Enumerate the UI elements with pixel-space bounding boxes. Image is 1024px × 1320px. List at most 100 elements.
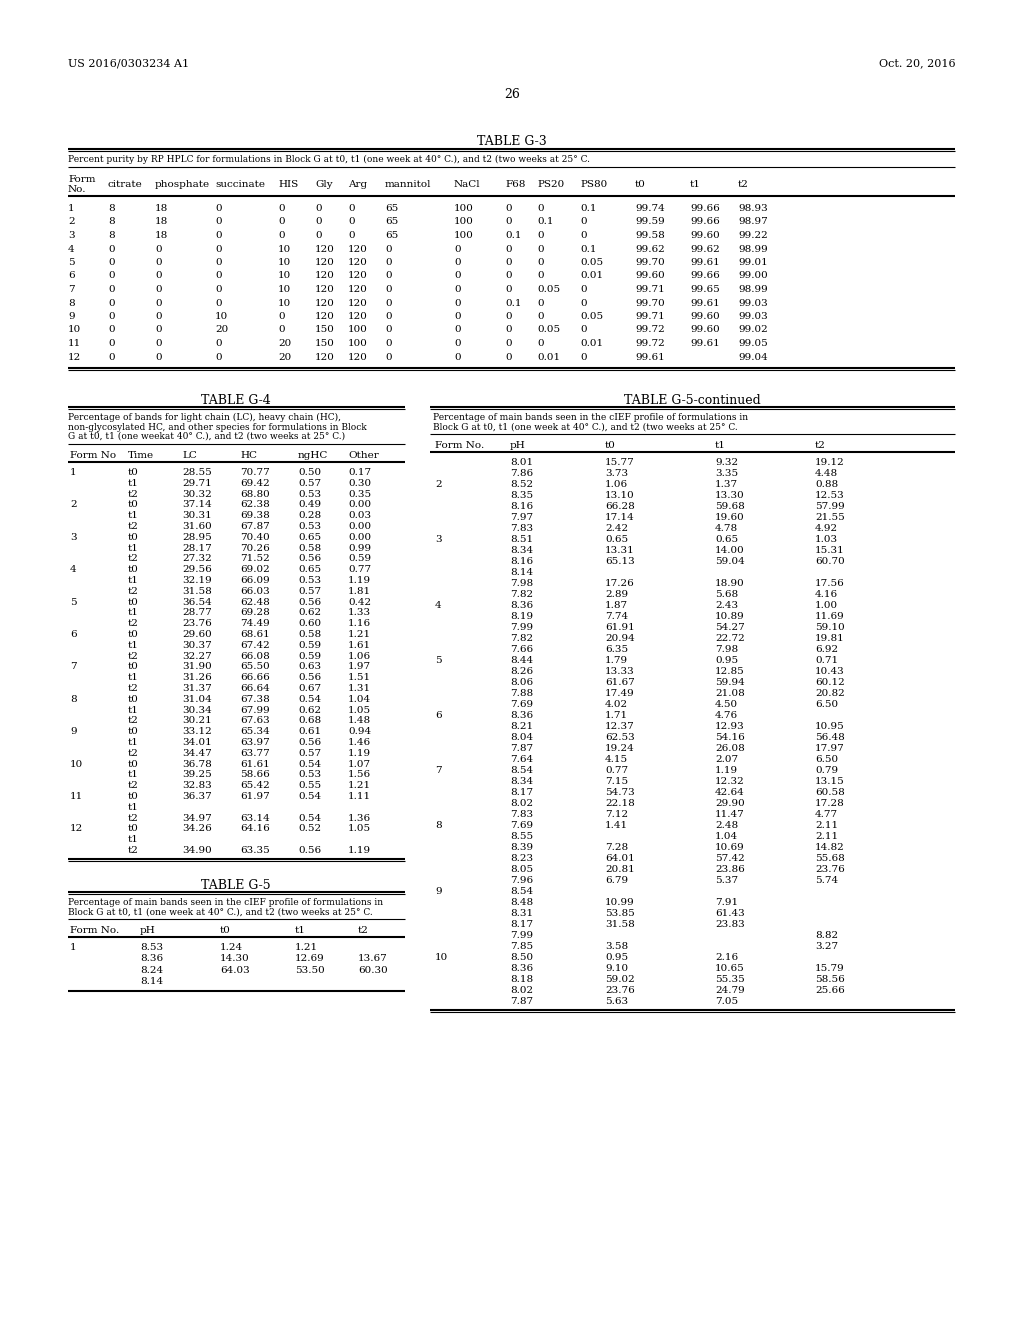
Text: 0.71: 0.71	[815, 656, 838, 665]
Text: 18: 18	[155, 218, 168, 227]
Text: 3.73: 3.73	[605, 469, 628, 478]
Text: 0.28: 0.28	[298, 511, 322, 520]
Text: 0: 0	[155, 352, 162, 362]
Text: 1.11: 1.11	[348, 792, 371, 801]
Text: 5.37: 5.37	[715, 876, 738, 884]
Text: 0: 0	[454, 326, 461, 334]
Text: 69.28: 69.28	[240, 609, 269, 618]
Text: t2: t2	[128, 781, 139, 791]
Text: 1.79: 1.79	[605, 656, 628, 665]
Text: 10: 10	[278, 272, 291, 281]
Text: 98.99: 98.99	[738, 285, 768, 294]
Text: 0.52: 0.52	[298, 825, 322, 833]
Text: 100: 100	[454, 205, 474, 213]
Text: 6.50: 6.50	[815, 755, 838, 764]
Text: t2: t2	[128, 684, 139, 693]
Text: 69.02: 69.02	[240, 565, 269, 574]
Text: 1.06: 1.06	[605, 480, 628, 488]
Text: 0: 0	[537, 298, 544, 308]
Text: 60.12: 60.12	[815, 678, 845, 686]
Text: 0.49: 0.49	[298, 500, 322, 510]
Text: 8.34: 8.34	[510, 546, 534, 554]
Text: 99.61: 99.61	[690, 339, 720, 348]
Text: 29.90: 29.90	[715, 799, 744, 808]
Text: 9: 9	[435, 887, 441, 896]
Text: 8.50: 8.50	[510, 953, 534, 962]
Text: 0: 0	[155, 312, 162, 321]
Text: 99.74: 99.74	[635, 205, 665, 213]
Text: 0.59: 0.59	[298, 652, 322, 660]
Text: 63.14: 63.14	[240, 813, 269, 822]
Text: 99.72: 99.72	[635, 339, 665, 348]
Text: t0: t0	[128, 533, 139, 541]
Text: 12.69: 12.69	[295, 954, 325, 964]
Text: 0: 0	[580, 326, 587, 334]
Text: 8.18: 8.18	[510, 975, 534, 983]
Text: 61.97: 61.97	[240, 792, 269, 801]
Text: 66.64: 66.64	[240, 684, 269, 693]
Text: t0: t0	[128, 469, 139, 477]
Text: 8.34: 8.34	[510, 777, 534, 785]
Text: 8.44: 8.44	[510, 656, 534, 665]
Text: 1.81: 1.81	[348, 587, 371, 595]
Text: mannitol: mannitol	[385, 180, 431, 189]
Text: 0: 0	[454, 339, 461, 348]
Text: 120: 120	[348, 312, 368, 321]
Text: citrate: citrate	[108, 180, 142, 189]
Text: 4.76: 4.76	[715, 711, 738, 719]
Text: 2.11: 2.11	[815, 821, 838, 830]
Text: 0.95: 0.95	[605, 953, 628, 962]
Text: 98.99: 98.99	[738, 244, 768, 253]
Text: 7.87: 7.87	[510, 997, 534, 1006]
Text: 0: 0	[315, 218, 322, 227]
Text: 7.97: 7.97	[510, 513, 534, 521]
Text: 7: 7	[68, 285, 75, 294]
Text: 7.66: 7.66	[510, 645, 534, 653]
Text: 0: 0	[315, 231, 322, 240]
Text: t0: t0	[128, 792, 139, 801]
Text: 58.56: 58.56	[815, 975, 845, 983]
Text: 8.82: 8.82	[815, 931, 838, 940]
Text: 150: 150	[315, 326, 335, 334]
Text: 1.04: 1.04	[715, 832, 738, 841]
Text: 6.35: 6.35	[605, 645, 628, 653]
Text: 120: 120	[315, 272, 335, 281]
Text: 15.31: 15.31	[815, 546, 845, 554]
Text: 20: 20	[278, 352, 291, 362]
Text: 8.51: 8.51	[510, 535, 534, 544]
Text: 2.42: 2.42	[605, 524, 628, 533]
Text: 7.87: 7.87	[510, 744, 534, 752]
Text: 0.01: 0.01	[537, 352, 560, 362]
Text: 8.54: 8.54	[510, 766, 534, 775]
Text: 0.57: 0.57	[298, 748, 322, 758]
Text: 1.46: 1.46	[348, 738, 371, 747]
Text: 8.53: 8.53	[140, 942, 163, 952]
Text: 4.77: 4.77	[815, 810, 838, 818]
Text: 150: 150	[315, 339, 335, 348]
Text: 120: 120	[348, 272, 368, 281]
Text: 13.30: 13.30	[715, 491, 744, 500]
Text: 0: 0	[278, 231, 285, 240]
Text: 7.91: 7.91	[715, 898, 738, 907]
Text: 10: 10	[68, 326, 81, 334]
Text: 14.00: 14.00	[715, 546, 744, 554]
Text: 0.59: 0.59	[348, 554, 371, 564]
Text: 33.12: 33.12	[182, 727, 212, 737]
Text: 99.03: 99.03	[738, 312, 768, 321]
Text: t1: t1	[690, 180, 700, 189]
Text: 5: 5	[70, 598, 77, 607]
Text: 0: 0	[155, 298, 162, 308]
Text: 6: 6	[68, 272, 75, 281]
Text: 63.35: 63.35	[240, 846, 269, 855]
Text: 8.19: 8.19	[510, 612, 534, 620]
Text: 1.61: 1.61	[348, 640, 371, 649]
Text: 98.93: 98.93	[738, 205, 768, 213]
Text: 0.99: 0.99	[348, 544, 371, 553]
Text: 8.36: 8.36	[510, 711, 534, 719]
Text: 7.69: 7.69	[510, 821, 534, 830]
Text: t0: t0	[220, 925, 230, 935]
Text: 8.55: 8.55	[510, 832, 534, 841]
Text: 8: 8	[435, 821, 441, 830]
Text: 0: 0	[454, 257, 461, 267]
Text: 23.83: 23.83	[715, 920, 744, 929]
